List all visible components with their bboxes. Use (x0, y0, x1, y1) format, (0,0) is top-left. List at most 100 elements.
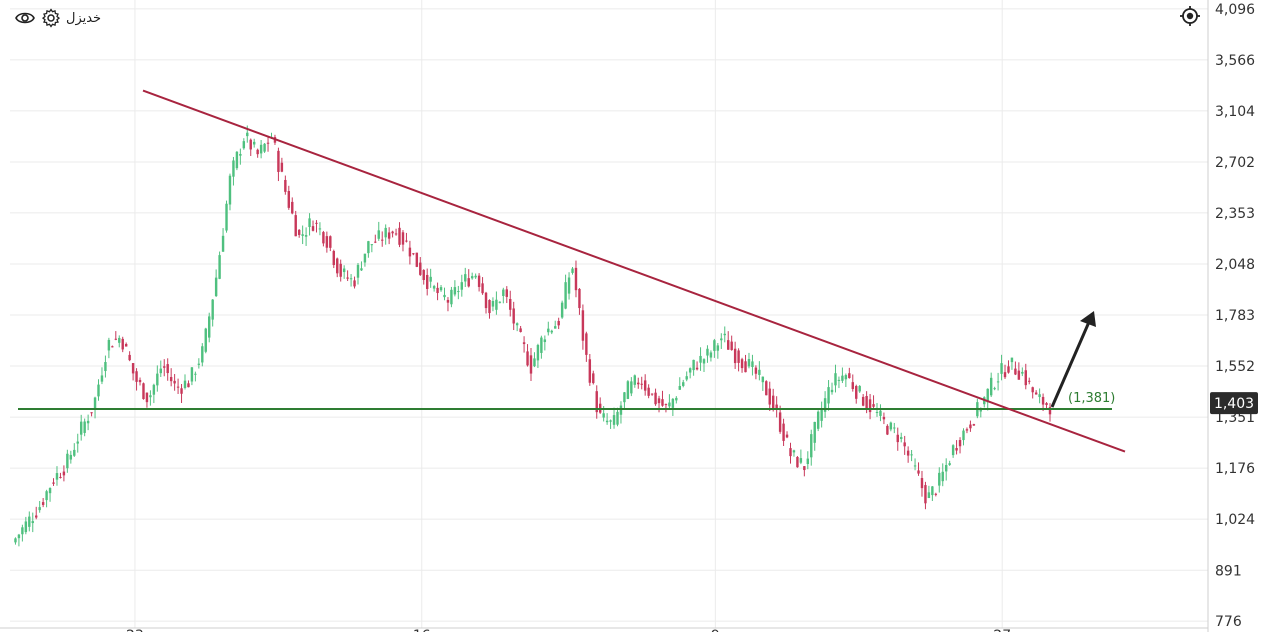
candle-body (152, 384, 156, 395)
candle-body (879, 410, 882, 416)
candle-body (754, 367, 758, 374)
price-tick-label: 4,096 (1215, 2, 1255, 18)
candle-body (682, 382, 685, 386)
price-tick-label: 891 (1215, 563, 1242, 579)
candle-body (837, 379, 841, 381)
candle-body (360, 268, 363, 271)
candle-body (737, 350, 740, 363)
eye-icon[interactable] (14, 7, 36, 29)
grid (10, 0, 1208, 628)
candle-body (889, 422, 893, 430)
candle-body (124, 343, 128, 347)
candle-body (771, 395, 775, 410)
candle-body (1017, 370, 1021, 380)
candle-body (816, 411, 820, 429)
candle-body (21, 527, 24, 535)
candle-body (460, 282, 464, 290)
candle-body (474, 275, 477, 278)
current-price-label: 1,403 (1214, 396, 1254, 412)
candle-body (90, 412, 93, 414)
candle-body (135, 371, 138, 382)
candle-body (581, 310, 585, 341)
candle-body (547, 328, 550, 333)
candle-body (979, 410, 983, 412)
candle-body (903, 442, 906, 447)
candle-body (45, 491, 48, 501)
candle-body (457, 291, 460, 293)
candle-body (917, 470, 920, 474)
candle-body (941, 471, 944, 482)
candle-body (322, 232, 325, 244)
candle-body (394, 233, 398, 235)
instrument-label[interactable]: خدیزل (66, 10, 102, 26)
candle-body (920, 478, 924, 489)
candle-body (602, 413, 605, 418)
candle-body (509, 298, 512, 310)
candle-body (266, 142, 270, 144)
time-tick-label: 9 (711, 628, 720, 632)
candle-body (626, 381, 630, 399)
descending-trendline (142, 89, 1126, 453)
candle-body (384, 227, 387, 238)
candle-body (668, 402, 671, 407)
candle-body (221, 235, 225, 252)
candle-body (713, 340, 716, 351)
candle-body (934, 493, 938, 495)
candle-body (554, 326, 557, 329)
candle-body (948, 463, 951, 465)
current-price-badge (1210, 392, 1258, 415)
candle-body (872, 404, 875, 407)
candle-body (955, 448, 958, 451)
candle-body (104, 362, 107, 372)
price-tick-label: 3,104 (1215, 104, 1255, 120)
candle-body (239, 153, 242, 156)
candle-body (585, 333, 588, 355)
candle-body (782, 423, 785, 441)
candle-body (422, 270, 425, 281)
candle-body (166, 364, 169, 374)
candle-body (938, 472, 941, 486)
candle-body (623, 392, 626, 403)
time-axis: 23 16 9 27 (0, 627, 1208, 636)
candle-body (592, 373, 595, 384)
candle-body (450, 289, 453, 305)
candle-body (1003, 372, 1007, 378)
candle-body (48, 488, 52, 494)
candle-body (678, 386, 681, 390)
candle-body (163, 366, 166, 368)
candle-body (76, 441, 79, 444)
candle-body (55, 473, 59, 480)
candle-body (1045, 403, 1048, 406)
candle-body (325, 236, 329, 248)
breakout-arrow-head (1080, 311, 1096, 327)
candle-body (792, 450, 796, 453)
candle-body (560, 302, 564, 318)
candle-body (208, 316, 211, 338)
candle-body (284, 179, 287, 192)
gear-icon[interactable] (40, 7, 62, 29)
candle-body (128, 354, 131, 361)
crosshair-icon[interactable] (1178, 4, 1202, 28)
candle-body (259, 144, 263, 154)
candle-body (470, 276, 474, 279)
price-tick-label: 3,566 (1215, 53, 1255, 69)
candle-body (519, 328, 522, 332)
candle-body (875, 411, 879, 413)
candle-body (367, 241, 370, 254)
candle-body (408, 247, 412, 257)
candle-body (301, 234, 304, 236)
breakout-arrow-shaft (1050, 321, 1091, 408)
candle-body (900, 437, 903, 439)
candle-body (201, 346, 204, 363)
candle-body (661, 399, 664, 406)
candle-body (526, 351, 529, 366)
candle-body (235, 151, 239, 169)
candle-body (183, 380, 187, 388)
candle-body (107, 339, 111, 351)
candle-body (785, 434, 789, 438)
candle-body (214, 277, 218, 297)
candle-body (464, 274, 467, 282)
candle-body (910, 454, 913, 456)
